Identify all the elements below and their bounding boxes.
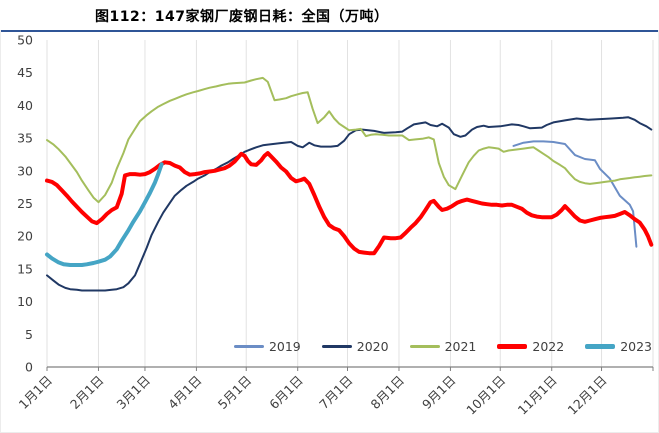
- legend-label-2019: 2019: [268, 339, 301, 354]
- legend-label-2020: 2020: [356, 339, 389, 354]
- x-axis-label: 2月1日: [67, 373, 107, 413]
- x-axis-label: 5月1日: [215, 373, 255, 413]
- legend-item-2020: 2020: [321, 339, 389, 354]
- y-axis-label: 40: [17, 98, 33, 113]
- y-axis-label: 20: [17, 229, 33, 244]
- y-axis-label: 10: [17, 294, 33, 309]
- y-axis-label: 15: [17, 261, 33, 276]
- legend-item-2023: 2023: [585, 339, 652, 354]
- legend-label-2023: 2023: [620, 339, 652, 354]
- legend-swatch-2022: [497, 344, 528, 349]
- x-axis-label: 12月1日: [564, 373, 609, 418]
- x-axis-label: 6月1日: [266, 373, 306, 413]
- chart: 0 5 10 15 20 25 30 35 40 45 50 1月1日 2月1日 3月1日 4月1日 5月1日…: [0, 30, 659, 433]
- legend-swatch-2023: [585, 344, 616, 349]
- x-axis-label: 10月1日: [463, 373, 508, 418]
- legend-swatch-2021: [409, 345, 440, 348]
- legend-item-2022: 2022: [497, 339, 564, 354]
- y-axis-label: 0: [25, 360, 33, 375]
- x-axis-label: 8月1日: [368, 373, 408, 413]
- title-rule: [0, 30, 659, 32]
- legend-swatch-2019: [233, 345, 264, 348]
- series-line-2023: [45, 162, 164, 267]
- x-axis-label: 3月1日: [114, 373, 154, 413]
- series-line-2019: [512, 140, 638, 248]
- legend-label-2021: 2021: [444, 339, 477, 354]
- y-axis-label: 35: [17, 131, 33, 146]
- x-axis-label: 9月1日: [419, 373, 459, 413]
- legend-swatch-2020: [321, 345, 352, 348]
- y-axis-label: 5: [25, 327, 33, 342]
- series-line-2021: [46, 76, 653, 204]
- figure-title: 图112：147家钢厂废钢日耗：全国（万吨）: [95, 9, 389, 25]
- x-axis-label: 11月1日: [515, 373, 560, 418]
- plot-area: 0 5 10 15 20 25 30 35 40 45 50 1月1日 2月1日 3月1日 4月1日 5月1日…: [16, 33, 654, 418]
- y-axis-label: 50: [17, 33, 33, 48]
- x-axis-label: 7月1日: [316, 373, 356, 413]
- y-axis-label: 25: [17, 196, 33, 211]
- legend-item-2019: 2019: [233, 339, 301, 354]
- legend-item-2021: 2021: [409, 339, 477, 354]
- x-axis-label: 1月1日: [16, 373, 56, 413]
- y-axis-label: 30: [17, 163, 33, 178]
- x-axis-label: 4月1日: [165, 373, 205, 413]
- series-line-2020: [46, 116, 653, 292]
- series-line-2022: [45, 151, 654, 256]
- legend: 2019 2020 2021 2022 2023: [233, 339, 652, 354]
- y-axis-label: 45: [17, 65, 33, 80]
- legend-label-2022: 2022: [532, 339, 565, 354]
